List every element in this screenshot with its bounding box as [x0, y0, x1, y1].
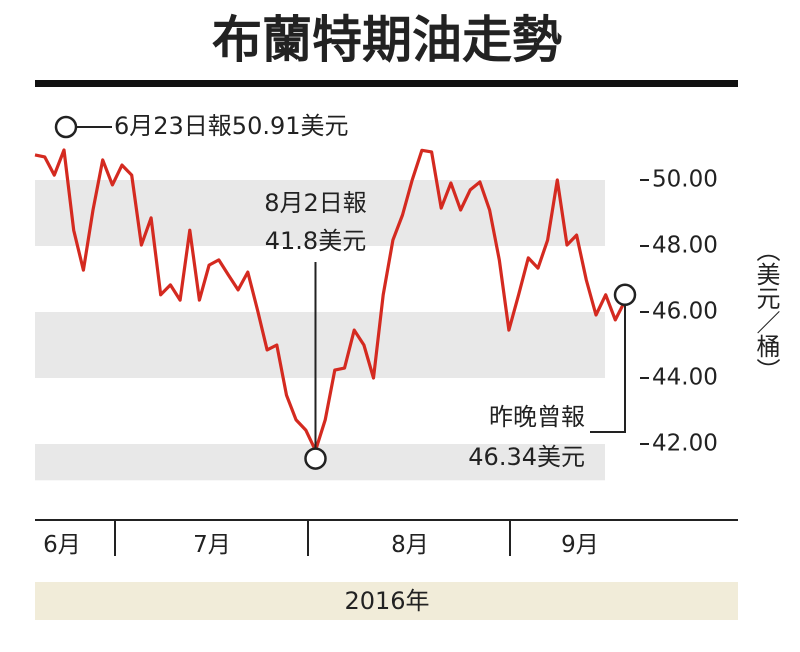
- leader: [590, 304, 626, 433]
- y-tick-label: 50.00: [652, 167, 718, 193]
- x-tick-label: 9月: [561, 532, 599, 558]
- annotation: 46.34美元: [468, 443, 585, 471]
- title-rule: [35, 80, 738, 87]
- band: [35, 312, 605, 378]
- y-tick-label: 48.00: [652, 233, 718, 259]
- y-tick-label: 44.00: [652, 365, 718, 391]
- chart-title: 布蘭特期油走勢: [212, 10, 562, 69]
- y-tick-label: 42.00: [652, 431, 718, 457]
- x-tick-label: 8月: [391, 532, 429, 558]
- price-line: [34, 148, 627, 453]
- band: [35, 180, 605, 246]
- annotation: 6月23日報50.91美元: [114, 112, 349, 140]
- annotation: 8月2日報: [264, 189, 367, 217]
- y-tick-label: 46.00: [652, 299, 718, 325]
- x-axis-title: 2016年: [344, 587, 429, 615]
- marker: [304, 447, 327, 470]
- x-tick-label: 7月: [193, 532, 231, 558]
- y-axis-title: （美元／桶）: [752, 238, 780, 382]
- x-tick-label: 6月: [43, 532, 81, 558]
- year-band: [35, 582, 738, 620]
- annotation: 41.8美元: [265, 227, 366, 255]
- annotation: 昨晚曾報: [489, 403, 585, 431]
- marker: [613, 283, 637, 307]
- marker: [54, 115, 78, 139]
